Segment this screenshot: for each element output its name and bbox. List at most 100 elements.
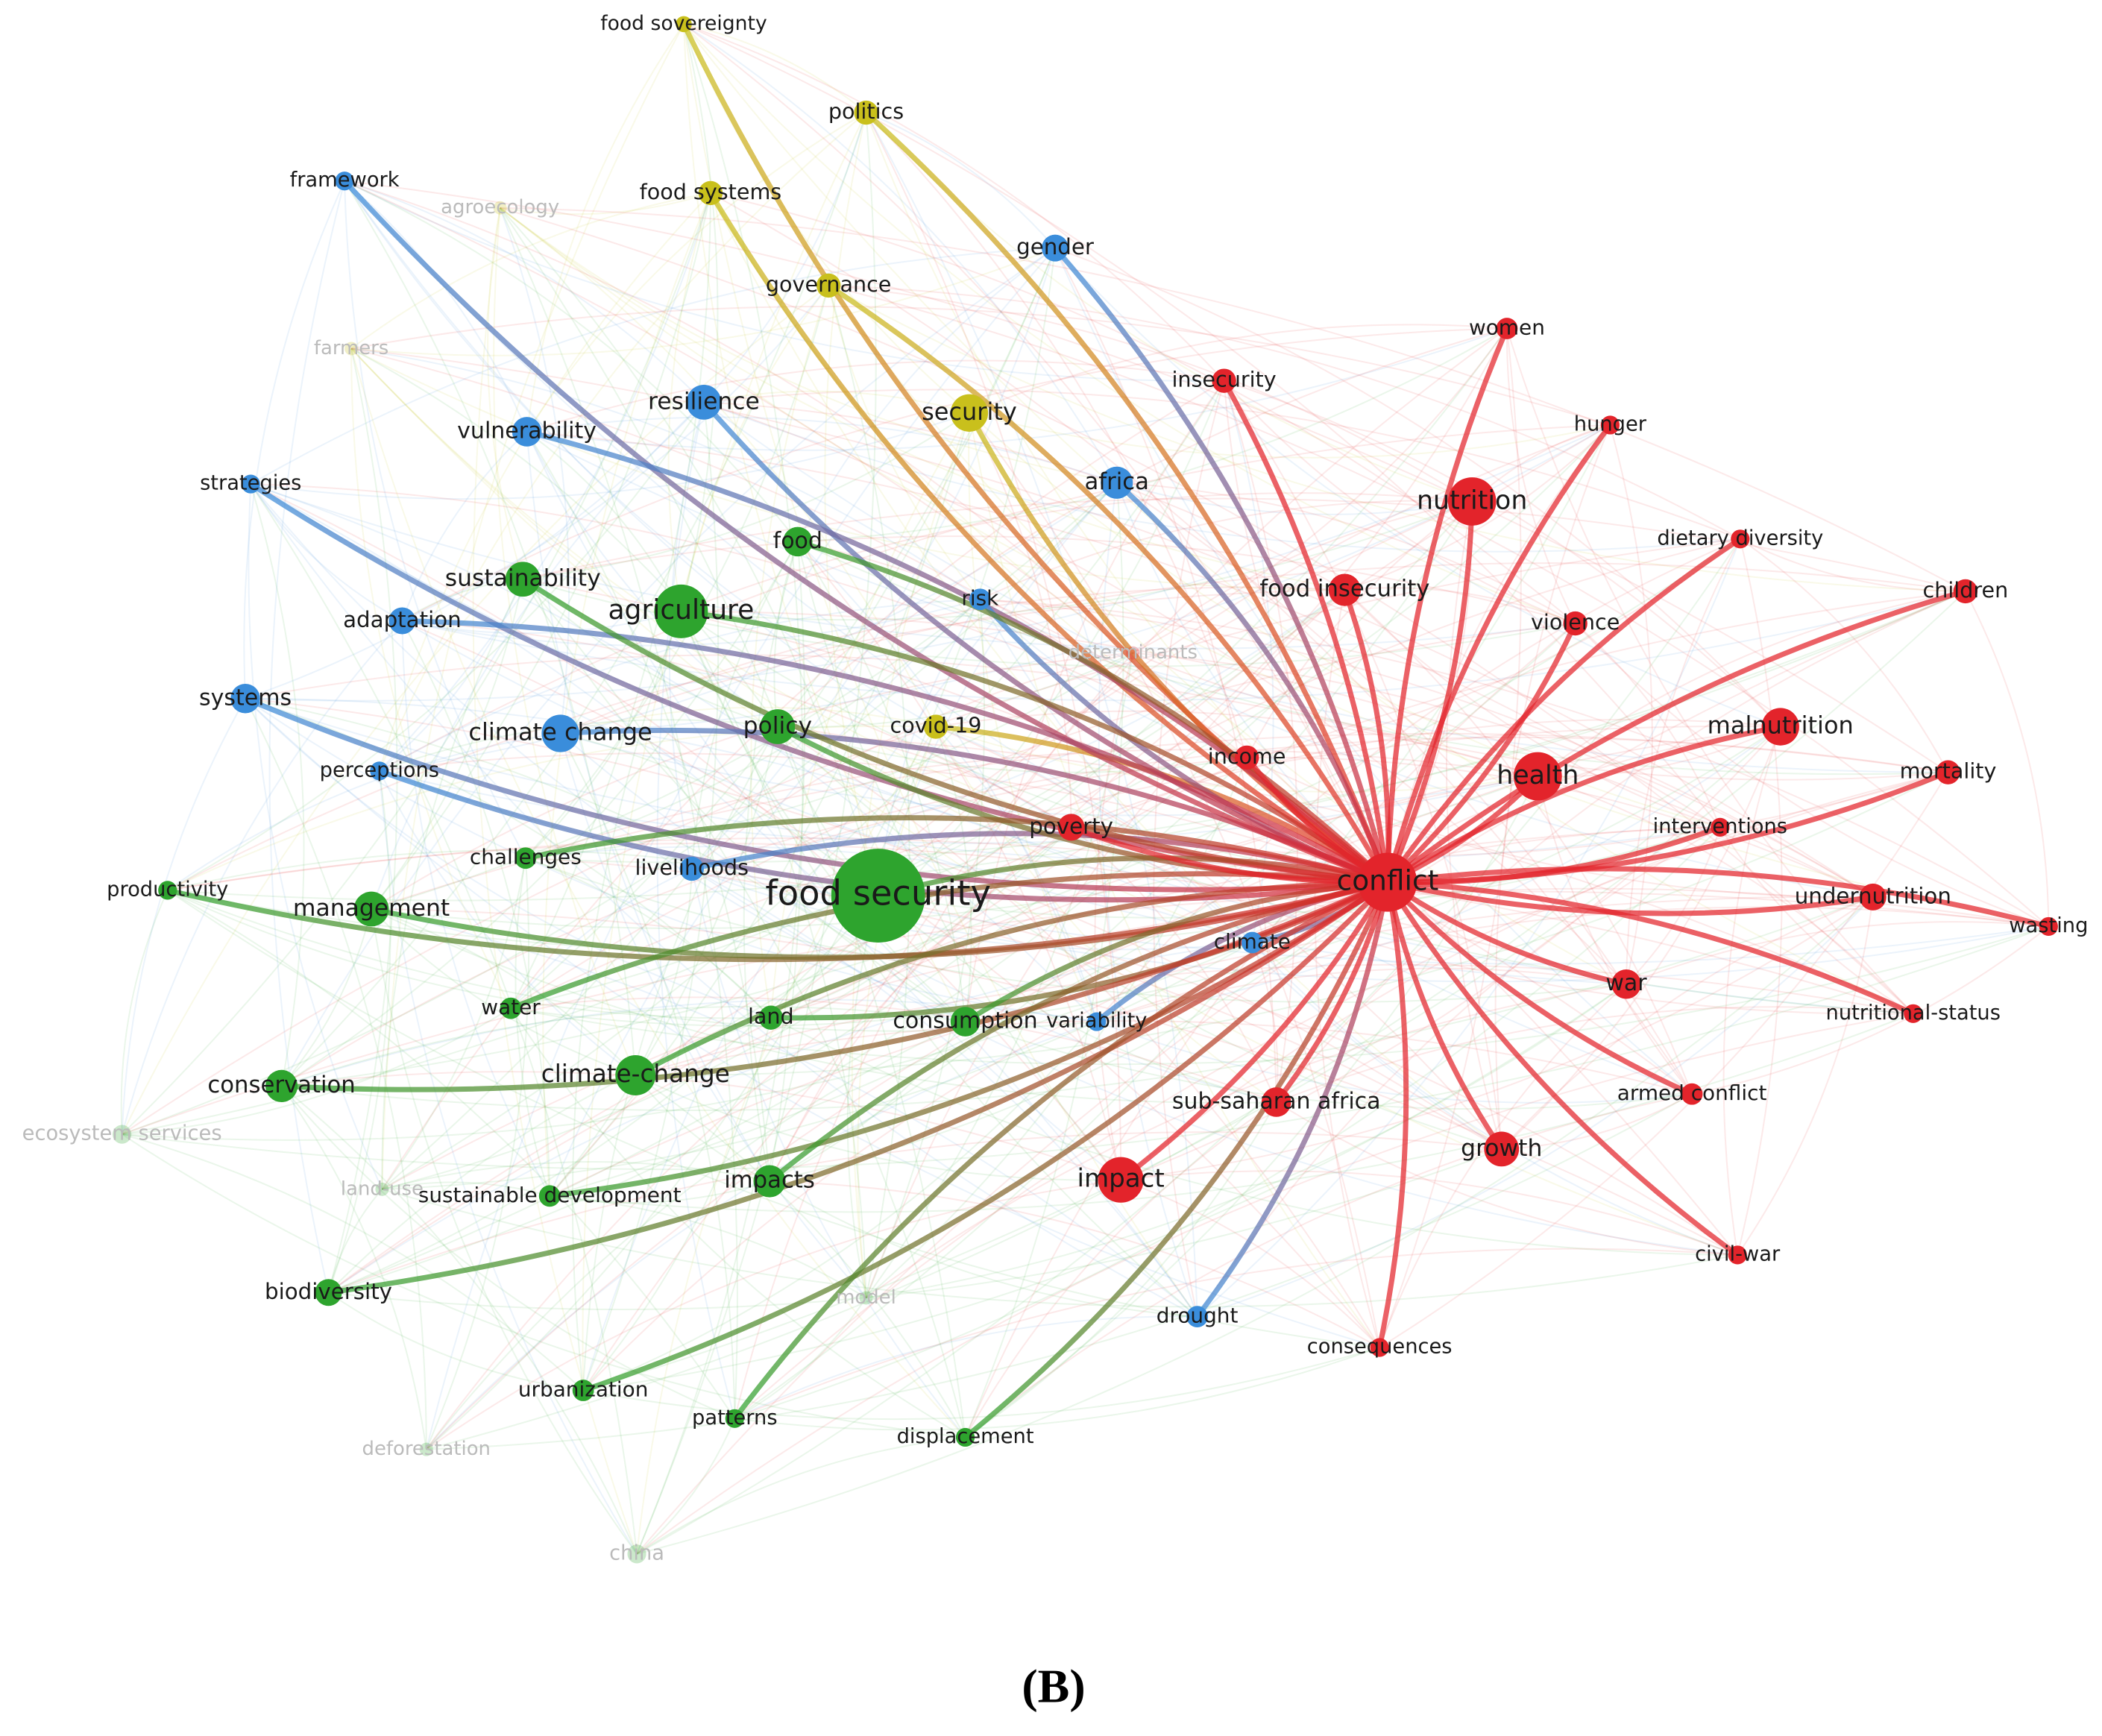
background-link xyxy=(703,401,1873,898)
node xyxy=(950,1007,981,1037)
background-link xyxy=(1505,328,1914,1014)
node xyxy=(1681,1083,1703,1105)
background-link xyxy=(1120,726,1781,1181)
highlighted-link xyxy=(1053,246,1391,883)
node xyxy=(1859,883,1887,911)
background-link xyxy=(710,192,1502,1150)
background-link xyxy=(401,431,528,621)
highlighted-link xyxy=(1387,879,1915,1016)
node xyxy=(923,714,948,739)
node-label: water xyxy=(481,995,541,1019)
background-link xyxy=(250,483,1576,650)
node-label: sustainable development xyxy=(418,1183,682,1207)
node xyxy=(854,100,878,125)
node xyxy=(758,1005,784,1030)
background-link xyxy=(500,192,711,216)
background-link xyxy=(525,652,1133,859)
background-link xyxy=(522,579,966,1438)
background-link xyxy=(344,180,1949,773)
node xyxy=(1904,1004,1923,1023)
node-label: sub-saharan africa xyxy=(1172,1088,1381,1114)
node xyxy=(265,1069,298,1102)
node xyxy=(955,1427,975,1447)
background-link xyxy=(1722,726,1781,1256)
background-link xyxy=(1964,591,2050,927)
node-label: food security xyxy=(765,873,991,913)
background-link xyxy=(1096,967,1627,1023)
background-link xyxy=(560,706,937,735)
node xyxy=(370,761,389,781)
node xyxy=(500,997,522,1019)
node xyxy=(1212,368,1236,393)
background-link xyxy=(382,1181,550,1197)
highlighted-link xyxy=(244,696,1388,893)
highlighted-link xyxy=(1386,724,1781,885)
node-label: wasting xyxy=(2009,914,2088,937)
background-link xyxy=(1737,896,1874,1256)
background-link xyxy=(559,732,1277,1103)
background-link xyxy=(371,908,636,1076)
node-label: growth xyxy=(1461,1135,1542,1162)
background-link xyxy=(964,623,1576,1438)
node-label: adaptation xyxy=(343,607,462,632)
node-label: security xyxy=(922,397,1017,426)
background-link xyxy=(402,620,1380,1348)
node xyxy=(1087,1012,1107,1031)
node xyxy=(541,714,579,752)
node xyxy=(1711,817,1730,837)
node xyxy=(1261,1087,1291,1117)
background-link xyxy=(667,192,711,612)
node xyxy=(1936,760,1960,784)
background-link xyxy=(381,858,526,1190)
background-link xyxy=(828,285,1966,592)
node-label: perceptions xyxy=(320,758,439,781)
background-link xyxy=(350,347,778,728)
highlighted-link xyxy=(1274,881,1391,1104)
background-link xyxy=(426,726,937,1450)
background-link xyxy=(426,726,1781,1450)
node-label: impact xyxy=(1077,1164,1164,1194)
background-link xyxy=(500,207,1345,591)
highlighted-link xyxy=(680,608,1389,884)
background-link xyxy=(635,963,1913,1076)
background-link xyxy=(245,697,1097,1023)
node-label: food insecurity xyxy=(1259,576,1429,603)
background-link xyxy=(122,538,1740,1135)
background-link xyxy=(328,895,879,1294)
background-link xyxy=(121,192,711,1135)
node xyxy=(679,856,704,881)
node xyxy=(725,1409,744,1428)
node-label: management xyxy=(293,895,450,922)
node-label: children xyxy=(1923,577,2009,603)
background-link xyxy=(1505,328,1576,624)
background-link xyxy=(770,826,1072,1019)
background-link xyxy=(250,483,1913,1015)
node-label: war xyxy=(1605,970,1647,996)
node xyxy=(1611,969,1641,999)
node-label: ecosystem services xyxy=(22,1122,222,1145)
node xyxy=(375,1182,389,1196)
background-link xyxy=(167,732,561,891)
background-link xyxy=(510,925,2049,1066)
node-label: china xyxy=(609,1541,664,1564)
background-link xyxy=(683,23,1388,883)
background-link xyxy=(777,726,1072,828)
background-link xyxy=(964,1093,1693,1438)
background-link xyxy=(251,412,970,500)
background-link xyxy=(350,347,1253,943)
node xyxy=(698,180,723,206)
background-link xyxy=(824,112,879,896)
highlighted-link xyxy=(796,539,1390,884)
node-label: health xyxy=(1497,761,1579,790)
background-link xyxy=(549,726,778,1197)
highlighted-link xyxy=(371,879,1388,960)
background-link xyxy=(526,23,685,433)
background-link xyxy=(167,889,736,1419)
background-link xyxy=(1054,248,1277,1102)
highlighted-link xyxy=(525,815,1388,885)
node-label: farmers xyxy=(314,337,388,359)
caption: (B) xyxy=(1022,1660,1085,1713)
node xyxy=(315,1279,342,1306)
node-label: malnutrition xyxy=(1708,711,1854,740)
highlighted-link xyxy=(1070,825,1388,885)
